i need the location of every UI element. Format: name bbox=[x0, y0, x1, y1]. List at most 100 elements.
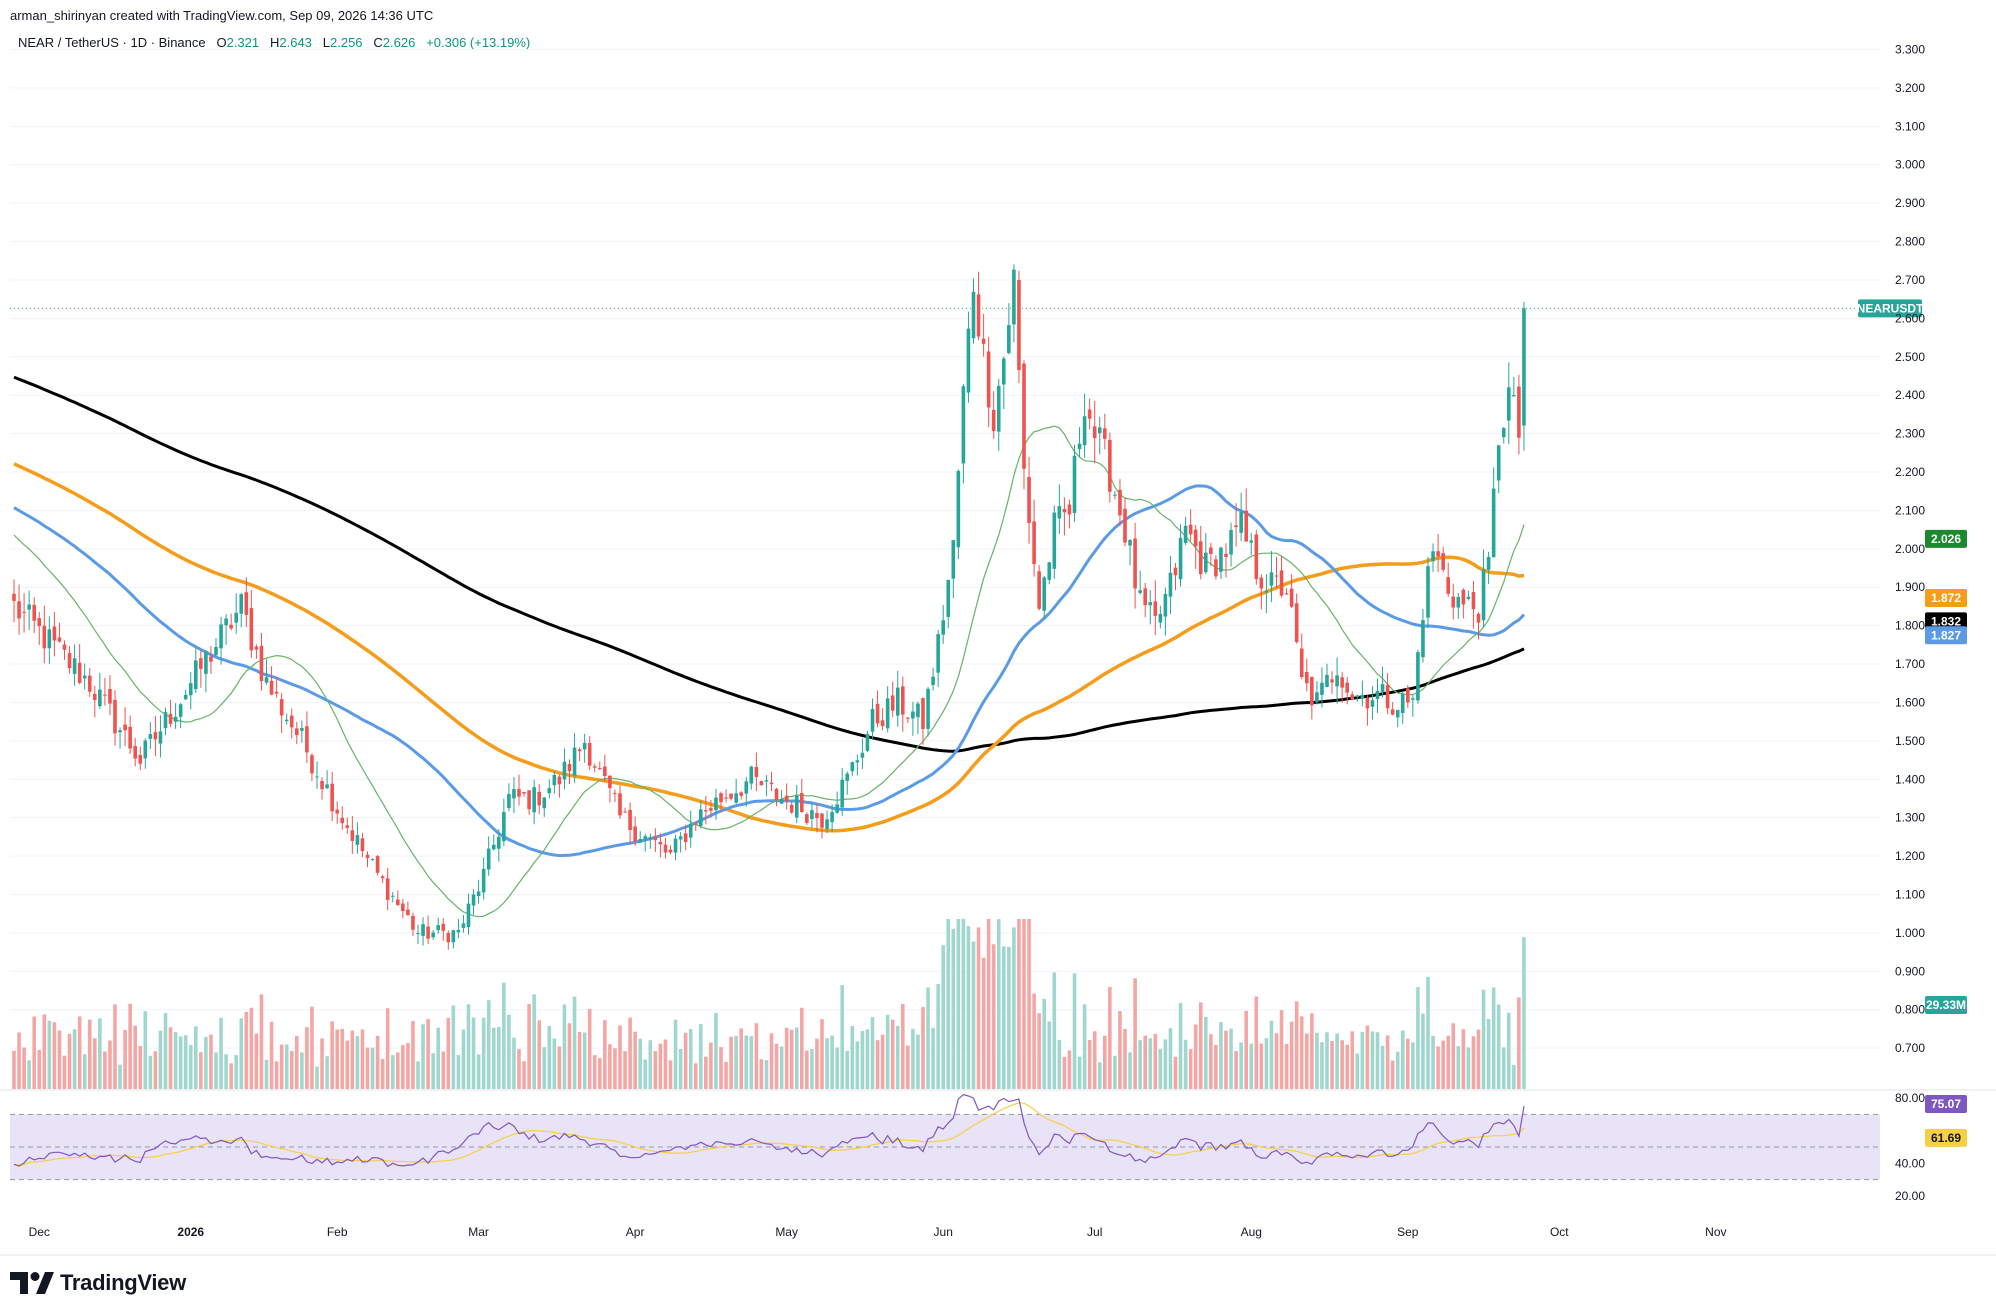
candle[interactable] bbox=[93, 685, 97, 718]
candle[interactable] bbox=[678, 832, 683, 853]
candle[interactable] bbox=[239, 592, 244, 628]
candle[interactable] bbox=[688, 810, 693, 848]
candle[interactable] bbox=[880, 708, 885, 731]
candle[interactable] bbox=[441, 918, 446, 941]
candle[interactable] bbox=[613, 789, 617, 802]
candle[interactable] bbox=[1219, 546, 1223, 579]
candle[interactable] bbox=[774, 787, 779, 807]
candle[interactable] bbox=[1193, 524, 1198, 569]
candle[interactable] bbox=[739, 791, 743, 800]
candle[interactable] bbox=[668, 845, 673, 855]
candle[interactable] bbox=[345, 817, 350, 834]
candle[interactable] bbox=[901, 676, 905, 732]
candle[interactable] bbox=[37, 612, 42, 645]
candle[interactable] bbox=[582, 733, 587, 763]
candle[interactable] bbox=[1133, 522, 1137, 609]
candle[interactable] bbox=[744, 776, 749, 807]
candle[interactable] bbox=[1360, 680, 1365, 707]
candle[interactable] bbox=[951, 539, 956, 599]
candle[interactable] bbox=[1385, 673, 1390, 715]
candle[interactable] bbox=[1214, 555, 1218, 580]
candle[interactable] bbox=[1103, 413, 1107, 450]
candle[interactable] bbox=[325, 770, 329, 790]
candle[interactable] bbox=[340, 806, 345, 830]
candle[interactable] bbox=[234, 593, 238, 634]
candle[interactable] bbox=[62, 640, 67, 660]
time-axis[interactable]: Dec 2026 Feb Mar Apr May Jun Jul Aug Sep Oct Nov bbox=[29, 1225, 1727, 1239]
candle[interactable] bbox=[1032, 499, 1036, 577]
candle[interactable] bbox=[481, 857, 486, 900]
candle[interactable] bbox=[1017, 270, 1021, 384]
candle[interactable] bbox=[926, 686, 930, 737]
candle[interactable] bbox=[289, 708, 294, 739]
candle[interactable] bbox=[1406, 685, 1410, 708]
candle[interactable] bbox=[128, 715, 132, 755]
candle[interactable] bbox=[870, 698, 875, 741]
candle[interactable] bbox=[148, 722, 153, 749]
candle[interactable] bbox=[1421, 609, 1425, 663]
candle[interactable] bbox=[1178, 524, 1183, 587]
candle[interactable] bbox=[1390, 702, 1395, 716]
rsi-pane[interactable] bbox=[10, 1094, 1880, 1181]
candle[interactable] bbox=[693, 821, 698, 831]
candle[interactable] bbox=[1365, 695, 1370, 726]
candle[interactable] bbox=[1012, 264, 1016, 343]
candle[interactable] bbox=[1254, 529, 1259, 585]
candle[interactable] bbox=[981, 313, 986, 357]
candle[interactable] bbox=[1446, 562, 1450, 597]
candle[interactable] bbox=[648, 833, 653, 849]
candle[interactable] bbox=[502, 798, 506, 847]
candle[interactable] bbox=[1198, 525, 1203, 580]
candle[interactable] bbox=[491, 834, 496, 851]
candle[interactable] bbox=[471, 889, 476, 915]
candle[interactable] bbox=[254, 644, 259, 659]
candle[interactable] bbox=[1507, 362, 1511, 445]
candle[interactable] bbox=[699, 800, 703, 829]
candle[interactable] bbox=[1305, 658, 1309, 692]
candle[interactable] bbox=[1335, 657, 1339, 704]
candle[interactable] bbox=[1299, 633, 1304, 680]
candle[interactable] bbox=[1239, 492, 1243, 542]
candle[interactable] bbox=[259, 632, 264, 691]
candle[interactable] bbox=[1002, 356, 1006, 410]
candle[interactable] bbox=[931, 667, 935, 691]
candle[interactable] bbox=[1052, 505, 1057, 579]
candle[interactable] bbox=[860, 738, 865, 770]
candle[interactable] bbox=[284, 713, 289, 725]
candle[interactable] bbox=[1436, 533, 1440, 572]
tradingview-logo[interactable]: TradingView bbox=[10, 1270, 186, 1296]
candle[interactable] bbox=[759, 780, 764, 786]
candle[interactable] bbox=[320, 777, 324, 800]
candle[interactable] bbox=[1340, 671, 1344, 703]
candle[interactable] bbox=[850, 761, 855, 776]
candle[interactable] bbox=[658, 833, 663, 858]
candle[interactable] bbox=[976, 271, 981, 341]
candle[interactable] bbox=[1274, 556, 1279, 589]
candle[interactable] bbox=[47, 616, 52, 664]
candle[interactable] bbox=[542, 796, 547, 817]
candle[interactable] bbox=[295, 722, 299, 745]
candle[interactable] bbox=[249, 590, 254, 658]
candle[interactable] bbox=[1153, 580, 1158, 636]
candle[interactable] bbox=[830, 804, 834, 833]
candle[interactable] bbox=[1123, 497, 1127, 547]
candle[interactable] bbox=[118, 727, 122, 749]
candle[interactable] bbox=[1431, 543, 1435, 572]
candle[interactable] bbox=[1461, 588, 1466, 619]
candle[interactable] bbox=[153, 716, 158, 757]
candle[interactable] bbox=[27, 590, 31, 630]
candle[interactable] bbox=[1411, 694, 1415, 717]
candle[interactable] bbox=[1325, 663, 1329, 688]
candle[interactable] bbox=[815, 804, 819, 833]
candle[interactable] bbox=[1395, 709, 1400, 728]
candle[interactable] bbox=[1007, 303, 1011, 355]
candle[interactable] bbox=[1355, 694, 1360, 702]
candle[interactable] bbox=[57, 622, 62, 643]
candle[interactable] bbox=[618, 785, 622, 819]
candle[interactable] bbox=[330, 771, 334, 822]
candle[interactable] bbox=[840, 768, 844, 816]
candle[interactable] bbox=[1143, 582, 1147, 618]
candle[interactable] bbox=[1092, 400, 1097, 464]
candle[interactable] bbox=[380, 874, 385, 884]
candle[interactable] bbox=[906, 716, 910, 723]
